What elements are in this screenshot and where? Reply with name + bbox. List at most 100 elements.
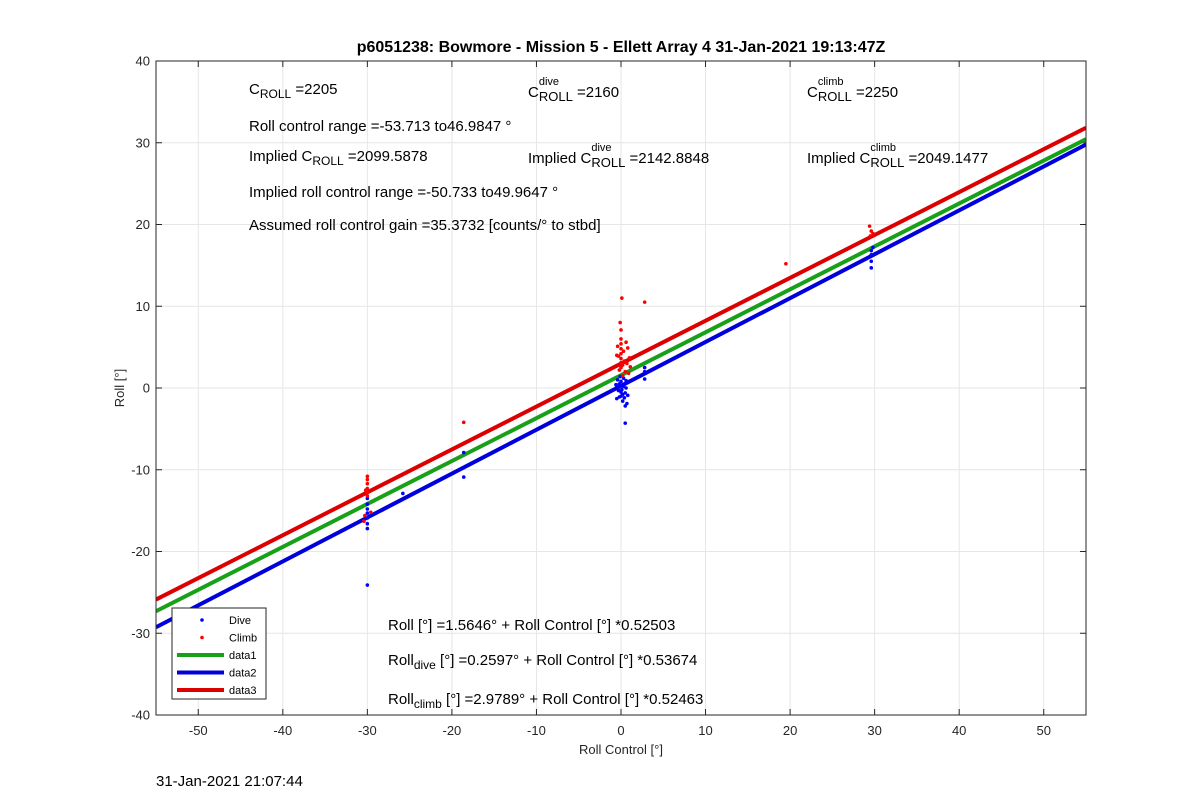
legend-label: Dive: [229, 615, 251, 627]
dive-point: [615, 378, 620, 382]
dive-point: [614, 382, 618, 387]
climb-point: [627, 355, 632, 360]
y-tick-label: -20: [131, 544, 150, 559]
climb-point: [642, 300, 647, 304]
dive-point: [617, 395, 622, 399]
x-axis-ticks: -50 -40 -30 -20 -10 0 10 20 30 40 50: [189, 61, 1051, 738]
climb-point: [619, 337, 623, 341]
dive-point: [869, 248, 874, 253]
climb-point: [620, 296, 624, 300]
x-tick-label: 0: [617, 723, 624, 738]
dive-point: [401, 491, 405, 496]
dive-point: [461, 450, 466, 455]
x-tick-label: 50: [1036, 723, 1050, 738]
climb-point: [625, 361, 629, 366]
climb-point: [619, 328, 623, 332]
climb-point: [365, 477, 370, 482]
dive-point: [642, 365, 647, 370]
implied-roll-control-range-annotation: Implied roll control range =-50.733 to49…: [249, 184, 559, 201]
dive-point: [871, 245, 875, 250]
x-tick-label: -20: [443, 723, 462, 738]
climb-point: [619, 342, 623, 346]
x-tick-label: 10: [698, 723, 712, 738]
dive-point: [869, 252, 874, 257]
climb-point: [621, 349, 626, 354]
implied-c-roll-annotation: Implied CROLL =2099.5878: [249, 148, 428, 168]
dive-point: [620, 399, 625, 403]
climb-point: [614, 353, 619, 358]
x-tick-label: -10: [527, 723, 546, 738]
dive-point: [642, 369, 647, 374]
climb-point: [365, 481, 370, 486]
legend-marker-Dive: [200, 618, 204, 622]
legend-label: Climb: [229, 633, 257, 645]
climb-point: [619, 351, 623, 356]
x-tick-label: -40: [273, 723, 292, 738]
x-axis-label: Roll Control [°]: [579, 742, 663, 757]
climb-point: [363, 488, 368, 492]
climb-point: [623, 369, 628, 374]
x-tick-label: -50: [189, 723, 208, 738]
dive-point: [365, 526, 370, 531]
dive-point: [623, 421, 628, 425]
y-tick-label: 0: [143, 381, 150, 396]
climb-point: [362, 519, 366, 524]
y-tick-label: -30: [131, 626, 150, 641]
legend-label: data3: [229, 685, 257, 697]
climb-point: [626, 371, 631, 376]
climb-point: [363, 513, 367, 518]
dive-point: [623, 391, 628, 395]
climb-point: [628, 364, 633, 369]
climb-point: [619, 356, 623, 361]
climb-point: [624, 340, 628, 345]
x-tick-label: 20: [783, 723, 797, 738]
climb-point: [617, 368, 622, 372]
climb-point: [622, 359, 627, 363]
y-axis-ticks: -40 -30 -20 -10 0 10 20 30 40: [131, 54, 1086, 723]
climb-point: [871, 231, 875, 236]
roll-control-gain-annotation: Assumed roll control gain =35.3732 [coun…: [249, 217, 601, 234]
climb-point: [620, 373, 625, 378]
dive-point: [869, 266, 874, 270]
y-tick-label: 10: [136, 299, 150, 314]
data-points: [362, 224, 875, 587]
dive-point: [365, 507, 370, 511]
climb-point: [867, 224, 872, 228]
climb-point: [619, 346, 623, 351]
dive-point: [365, 516, 370, 520]
print-timestamp: 31-Jan-2021 21:07:44: [156, 773, 303, 790]
y-tick-label: -40: [131, 708, 150, 723]
x-tick-label: -30: [358, 723, 377, 738]
y-tick-label: 30: [136, 135, 150, 150]
climb-point: [618, 320, 622, 325]
dive-point: [625, 401, 629, 406]
y-tick-label: 40: [136, 54, 150, 69]
c-roll-annotation: CROLL =2205: [249, 81, 338, 101]
legend-label: data1: [229, 650, 257, 662]
dive-point: [365, 511, 370, 515]
plot-frame: [155, 60, 1087, 716]
x-tick-label: 40: [952, 723, 966, 738]
dive-point: [365, 502, 370, 506]
legend-marker-Climb: [200, 635, 204, 640]
dive-point: [620, 387, 624, 392]
legend-label: data2: [229, 668, 257, 680]
dive-point: [869, 259, 874, 264]
climb-point: [368, 510, 373, 515]
dive-point: [461, 475, 466, 479]
y-axis-label: Roll [°]: [112, 369, 127, 407]
climb-point: [365, 474, 370, 479]
dive-point: [616, 388, 621, 393]
dive-point: [365, 521, 370, 526]
dive-point: [642, 377, 647, 381]
climb-point: [461, 420, 466, 425]
climb-point: [784, 261, 788, 266]
fit-equation-dive: Rolldive [°] =0.2597° + Roll Control [°]…: [388, 652, 698, 672]
climb-point: [868, 234, 873, 238]
legend: Dive Climb data1 data2 data3: [171, 607, 267, 700]
